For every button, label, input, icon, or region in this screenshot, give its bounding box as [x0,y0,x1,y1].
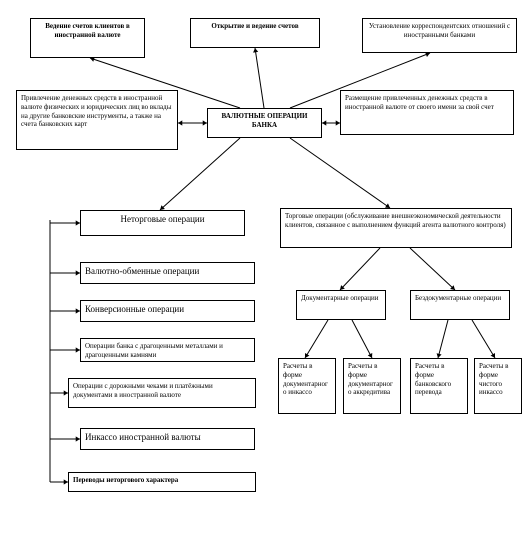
label: Операции банка с драгоценными металлами … [85,342,250,360]
node-metals: Операции банка с драгоценными металлами … [80,338,255,362]
label: Неторговые операции [85,214,240,226]
node-cheques: Операции с дорожными чеками и платёжными… [68,378,256,408]
node-place-funds: Размещение привлеченных денежных средств… [340,90,514,135]
node-open-accounts: Открытие и ведение счетов [190,18,320,48]
label: Расчеты в форме чистого инкассо [479,362,517,397]
node-accounts-clients: Ведение счетов клиентов в иностранной ва… [30,18,145,58]
label: Инкассо иностранной валюты [85,432,250,444]
node-bank-transfer: Расчеты в форме банковского перевода [410,358,468,414]
node-center: ВАЛЮТНЫЕ ОПЕРАЦИИ БАНКА [207,108,322,138]
label: Валютно-обменные операции [85,266,250,278]
node-documentary: Документарные операции [296,290,386,320]
node-trade: Торговые операции (обслуживание внешнеэк… [280,208,512,248]
label: Установление корреспондентских отношений… [367,22,512,40]
label: Переводы неторгового характера [73,476,251,485]
node-attract-funds: Привлечение денежных средств в иностранн… [16,90,178,150]
node-incasso: Инкассо иностранной валюты [80,428,255,450]
node-correspondent: Установление корреспондентских отношений… [362,18,517,53]
node-nontrade: Неторговые операции [80,210,245,236]
node-doc-credit: Расчеты в форме документарного аккредити… [343,358,401,414]
node-transfers: Переводы неторгового характера [68,472,256,492]
label: Размещение привлеченных денежных средств… [345,94,509,112]
label: Конверсионные операции [85,304,250,316]
label: Ведение счетов клиентов в иностранной ва… [35,22,140,40]
label: Расчеты в форме документарного инкассо [283,362,331,397]
node-doc-incasso: Расчеты в форме документарного инкассо [278,358,336,414]
label: Привлечение денежных средств в иностранн… [21,94,173,129]
node-nondocumentary: Бездокументарные операции [410,290,510,320]
label: Расчеты в форме банковского перевода [415,362,463,397]
label: Расчеты в форме документарного аккредити… [348,362,396,397]
label: Операции с дорожными чеками и платёжными… [73,382,251,400]
label: Открытие и ведение счетов [195,22,315,31]
label: Бездокументарные операции [415,294,505,303]
label: Торговые операции (обслуживание внешнеэк… [285,212,507,230]
label: Документарные операции [301,294,381,303]
label: ВАЛЮТНЫЕ ОПЕРАЦИИ БАНКА [212,112,317,130]
node-exchange: Валютно-обменные операции [80,262,255,284]
node-clean-incasso: Расчеты в форме чистого инкассо [474,358,522,414]
node-conversion: Конверсионные операции [80,300,255,322]
